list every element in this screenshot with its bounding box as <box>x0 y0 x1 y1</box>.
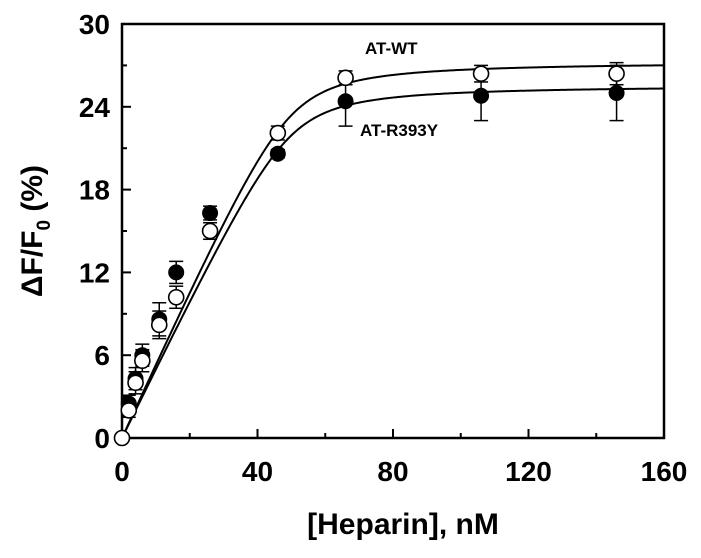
data-point-at-r393y <box>473 87 490 104</box>
y-tick-label: 30 <box>79 9 110 40</box>
data-point-at-wt <box>120 402 138 419</box>
x-tick-label: 120 <box>505 456 552 487</box>
tick-labels: 0 40 80 120 160 0 6 12 18 24 30 <box>79 9 688 487</box>
error-bars <box>121 61 624 419</box>
data-point-at-wt <box>608 65 625 82</box>
data-points <box>113 65 625 447</box>
data-point-at-wt <box>201 222 219 240</box>
data-point-at-wt <box>127 374 144 392</box>
y-axis-title-tail: (%) <box>16 165 49 220</box>
data-point-at-wt <box>167 288 185 306</box>
data-point-at-wt <box>269 124 287 142</box>
fit-curve-at-r393y <box>121 87 665 439</box>
x-tick-label: 160 <box>641 456 688 487</box>
data-point-at-r393y <box>337 93 354 110</box>
fit-curves <box>121 64 665 439</box>
y-tick-label: 12 <box>79 257 110 288</box>
data-point-at-r393y <box>168 264 185 281</box>
data-point-at-r393y <box>202 205 219 222</box>
data-point-at-wt <box>113 429 131 447</box>
y-tick-label: 6 <box>94 340 110 371</box>
x-tick-label: 0 <box>114 456 130 487</box>
y-axis-title: ΔF/F0 (%) <box>16 165 55 297</box>
x-tick-label: 80 <box>377 456 408 487</box>
fit-curve-at-wt <box>121 64 665 439</box>
axis-ticks <box>122 64 598 438</box>
data-point-at-r393y <box>269 145 286 162</box>
series-label-at-wt: AT-WT <box>365 39 418 58</box>
data-point-at-wt <box>134 352 151 370</box>
data-point-at-wt <box>150 316 168 334</box>
data-point-at-wt <box>472 65 490 82</box>
y-axis-title-main: ΔF/F <box>16 231 49 298</box>
data-point-at-r393y <box>608 85 625 101</box>
y-tick-label: 0 <box>94 423 110 454</box>
y-axis-title-subscript: 0 <box>34 220 55 231</box>
data-point-at-wt <box>337 69 354 87</box>
series-label-at-r393y: AT-R393Y <box>360 121 439 140</box>
y-tick-label: 18 <box>79 175 110 206</box>
y-tick-label: 24 <box>79 92 111 123</box>
x-tick-label: 40 <box>242 456 273 487</box>
x-axis-title: [Heparin], nM <box>307 508 499 541</box>
